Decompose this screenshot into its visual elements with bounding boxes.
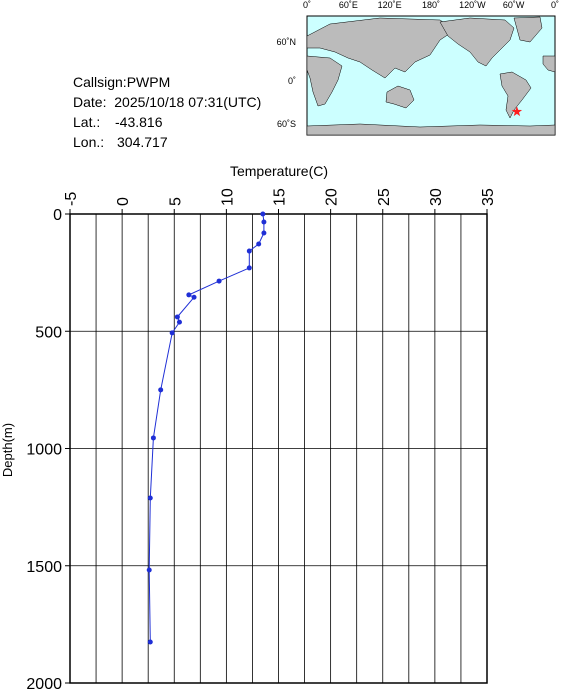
profile-point <box>261 230 267 236</box>
y-tick-label: 1500 <box>26 559 62 576</box>
y-tick-label: 2000 <box>26 676 62 690</box>
x-tick-label: -5 <box>63 192 80 206</box>
profile-point <box>176 319 182 325</box>
y-tick-label: 500 <box>35 324 62 341</box>
map-land <box>306 16 556 136</box>
profile-point <box>246 248 252 254</box>
y-tick-label: 0 <box>53 207 62 224</box>
map-lon-label: 0˚ <box>551 0 559 10</box>
map-lon-label: 120˚W <box>459 0 486 10</box>
map-lon-label: 60˚W <box>503 0 525 10</box>
x-tick-label: 30 <box>428 188 445 206</box>
profile-line <box>148 213 265 643</box>
profile-point <box>146 567 152 573</box>
date: Date: 2025/10/18 07:31(UTC) <box>73 94 261 110</box>
callsign: Callsign:PWPM <box>73 74 170 90</box>
x-tick-label: 25 <box>376 188 393 206</box>
profile-point <box>158 387 164 393</box>
map-lat-label: 0˚ <box>288 76 296 86</box>
profile-point <box>150 435 156 441</box>
x-tick-label: 5 <box>167 197 184 206</box>
profile-point <box>191 294 197 300</box>
plot-frame <box>69 213 488 684</box>
profile-point <box>260 211 266 217</box>
profile-point <box>174 314 180 320</box>
x-tick-label: 20 <box>324 188 341 206</box>
map-lat-label: 60˚S <box>277 119 296 129</box>
lon-value: 304.717 <box>117 134 168 150</box>
profile-point <box>256 241 262 247</box>
map-lon-label: 60˚E <box>339 0 358 10</box>
profile-point <box>169 330 175 336</box>
y-tick-label: 1000 <box>26 442 62 459</box>
profile-point <box>147 495 153 501</box>
profile-point <box>246 265 252 271</box>
map-lat-label: 60˚N <box>276 37 296 47</box>
map-lon-label: 0˚ <box>303 0 311 10</box>
profile-point <box>261 219 267 225</box>
profile-point <box>147 639 153 645</box>
map-lon-label: 180˚ <box>422 0 440 10</box>
x-tick-label: 10 <box>219 188 236 206</box>
lat-value: -43.816 <box>115 114 163 130</box>
x-tick-label: 0 <box>115 197 132 206</box>
x-axis-label: Temperature(C) <box>230 163 328 179</box>
y-axis-label: Depth(m) <box>0 423 15 477</box>
lat-label: Lat.: <box>73 114 100 130</box>
location-star <box>511 106 523 117</box>
x-tick-label: 15 <box>272 188 289 206</box>
profile-point <box>216 278 222 284</box>
profile-point <box>186 292 192 298</box>
x-tick-label: 35 <box>480 188 497 206</box>
map <box>306 15 556 136</box>
lon-label: Lon.: <box>73 134 104 150</box>
map-lon-label: 120˚E <box>378 0 402 10</box>
